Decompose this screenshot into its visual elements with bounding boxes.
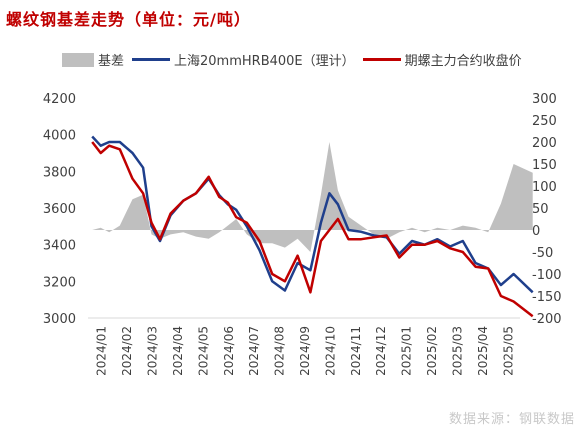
- chart-legend: 基差 上海20mmHRB400E（理计） 期螺主力合约收盘价: [62, 50, 530, 69]
- legend-swatch-futures: [362, 58, 401, 61]
- legend-swatch-basis: [62, 52, 94, 67]
- x-tick-label: 2024/11: [349, 326, 363, 376]
- x-tick-label: 2024/07: [247, 326, 261, 376]
- y-right-tick-label: 300: [532, 92, 557, 107]
- y-left-tick-label: 3600: [43, 202, 76, 217]
- x-tick-label: 2024/10: [323, 326, 337, 376]
- y-right-tick-label: -50: [532, 246, 553, 261]
- y-right-tick-label: -150: [532, 290, 562, 305]
- x-tick-label: 2025/02: [425, 326, 439, 376]
- x-tick-label: 2024/02: [120, 326, 134, 376]
- x-tick-label: 2024/12: [374, 326, 388, 376]
- y-right-tick-label: 200: [532, 136, 557, 151]
- legend-item-basis: 基差: [62, 50, 124, 69]
- chart-title: 螺纹钢基差走势（单位：元/吨）: [6, 10, 251, 29]
- x-tick-label: 2025/05: [501, 326, 515, 376]
- legend-label-futures: 期螺主力合约收盘价: [404, 54, 522, 69]
- x-tick-label: 2024/09: [298, 326, 312, 376]
- x-tick-label: 2024/08: [273, 326, 287, 376]
- y-left-tick-label: 4200: [43, 92, 76, 107]
- legend-label-spot: 上海20mmHRB400E（理计）: [174, 54, 355, 69]
- legend-swatch-spot: [132, 58, 171, 61]
- series-futures-line: [91, 141, 534, 318]
- x-tick-label: 2025/04: [476, 326, 490, 376]
- legend-label-basis: 基差: [98, 54, 125, 69]
- y-left-tick-label: 3800: [43, 165, 76, 180]
- y-left-tick-label: 4000: [43, 129, 76, 144]
- legend-item-spot: 上海20mmHRB400E（理计）: [132, 50, 355, 69]
- x-tick-label: 2024/05: [196, 326, 210, 376]
- y-left-tick-label: 3200: [43, 275, 76, 290]
- x-tick-label: 2024/03: [146, 326, 160, 376]
- x-tick-label: 2024/06: [222, 326, 236, 376]
- y-right-tick-label: 0: [532, 224, 540, 239]
- y-left-tick-label: 3400: [43, 239, 76, 254]
- series-basis-area: [92, 142, 533, 252]
- y-right-tick-label: 100: [532, 180, 557, 195]
- y-left-tick-label: 3000: [43, 312, 76, 327]
- y-right-tick-label: -200: [532, 312, 562, 327]
- x-tick-label: 2025/03: [450, 326, 464, 376]
- legend-item-futures: 期螺主力合约收盘价: [362, 50, 522, 69]
- data-source: 数据来源：钢联数据: [448, 412, 575, 427]
- y-right-tick-label: 50: [532, 202, 549, 217]
- x-tick-label: 2024/01: [95, 326, 109, 376]
- y-right-tick-label: 250: [532, 114, 557, 129]
- y-right-tick-label: 150: [532, 158, 557, 173]
- x-tick-label: 2025/01: [400, 326, 414, 376]
- series-spot-line: [91, 135, 534, 294]
- y-right-tick-label: -100: [532, 268, 562, 283]
- x-tick-label: 2024/04: [171, 326, 185, 376]
